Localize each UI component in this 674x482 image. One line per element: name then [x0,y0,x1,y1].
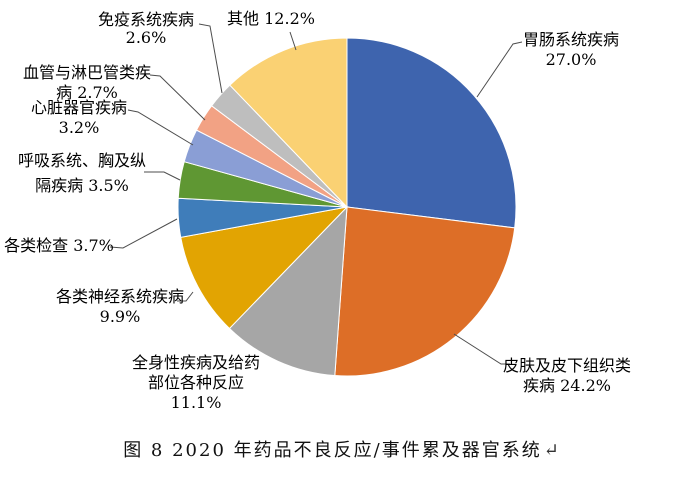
leader-line-4 [177,291,194,302]
leader-line-2 [453,333,510,365]
pie-slice-10 [229,37,348,209]
leader-line-9 [198,23,223,94]
figure-caption: 图 8 2020 年药品不良反应/事件累及器官系统 ↵ [123,439,559,463]
leader-line-8 [149,74,206,121]
leader-line-10 [289,31,297,51]
leader-line-7 [127,109,194,146]
pie-slice-4 [180,206,349,330]
paragraph-return-mark-icon: ↵ [543,440,559,461]
pie-slice-1 [346,37,517,229]
leader-line-1 [476,41,523,98]
leader-line-6 [144,171,181,181]
leader-line-5 [109,218,178,249]
pie-slice-2 [334,206,516,377]
figure-caption-text: 图 8 2020 年药品不良反应/事件累及器官系统 [123,440,542,461]
pie-slice-3 [228,205,348,377]
